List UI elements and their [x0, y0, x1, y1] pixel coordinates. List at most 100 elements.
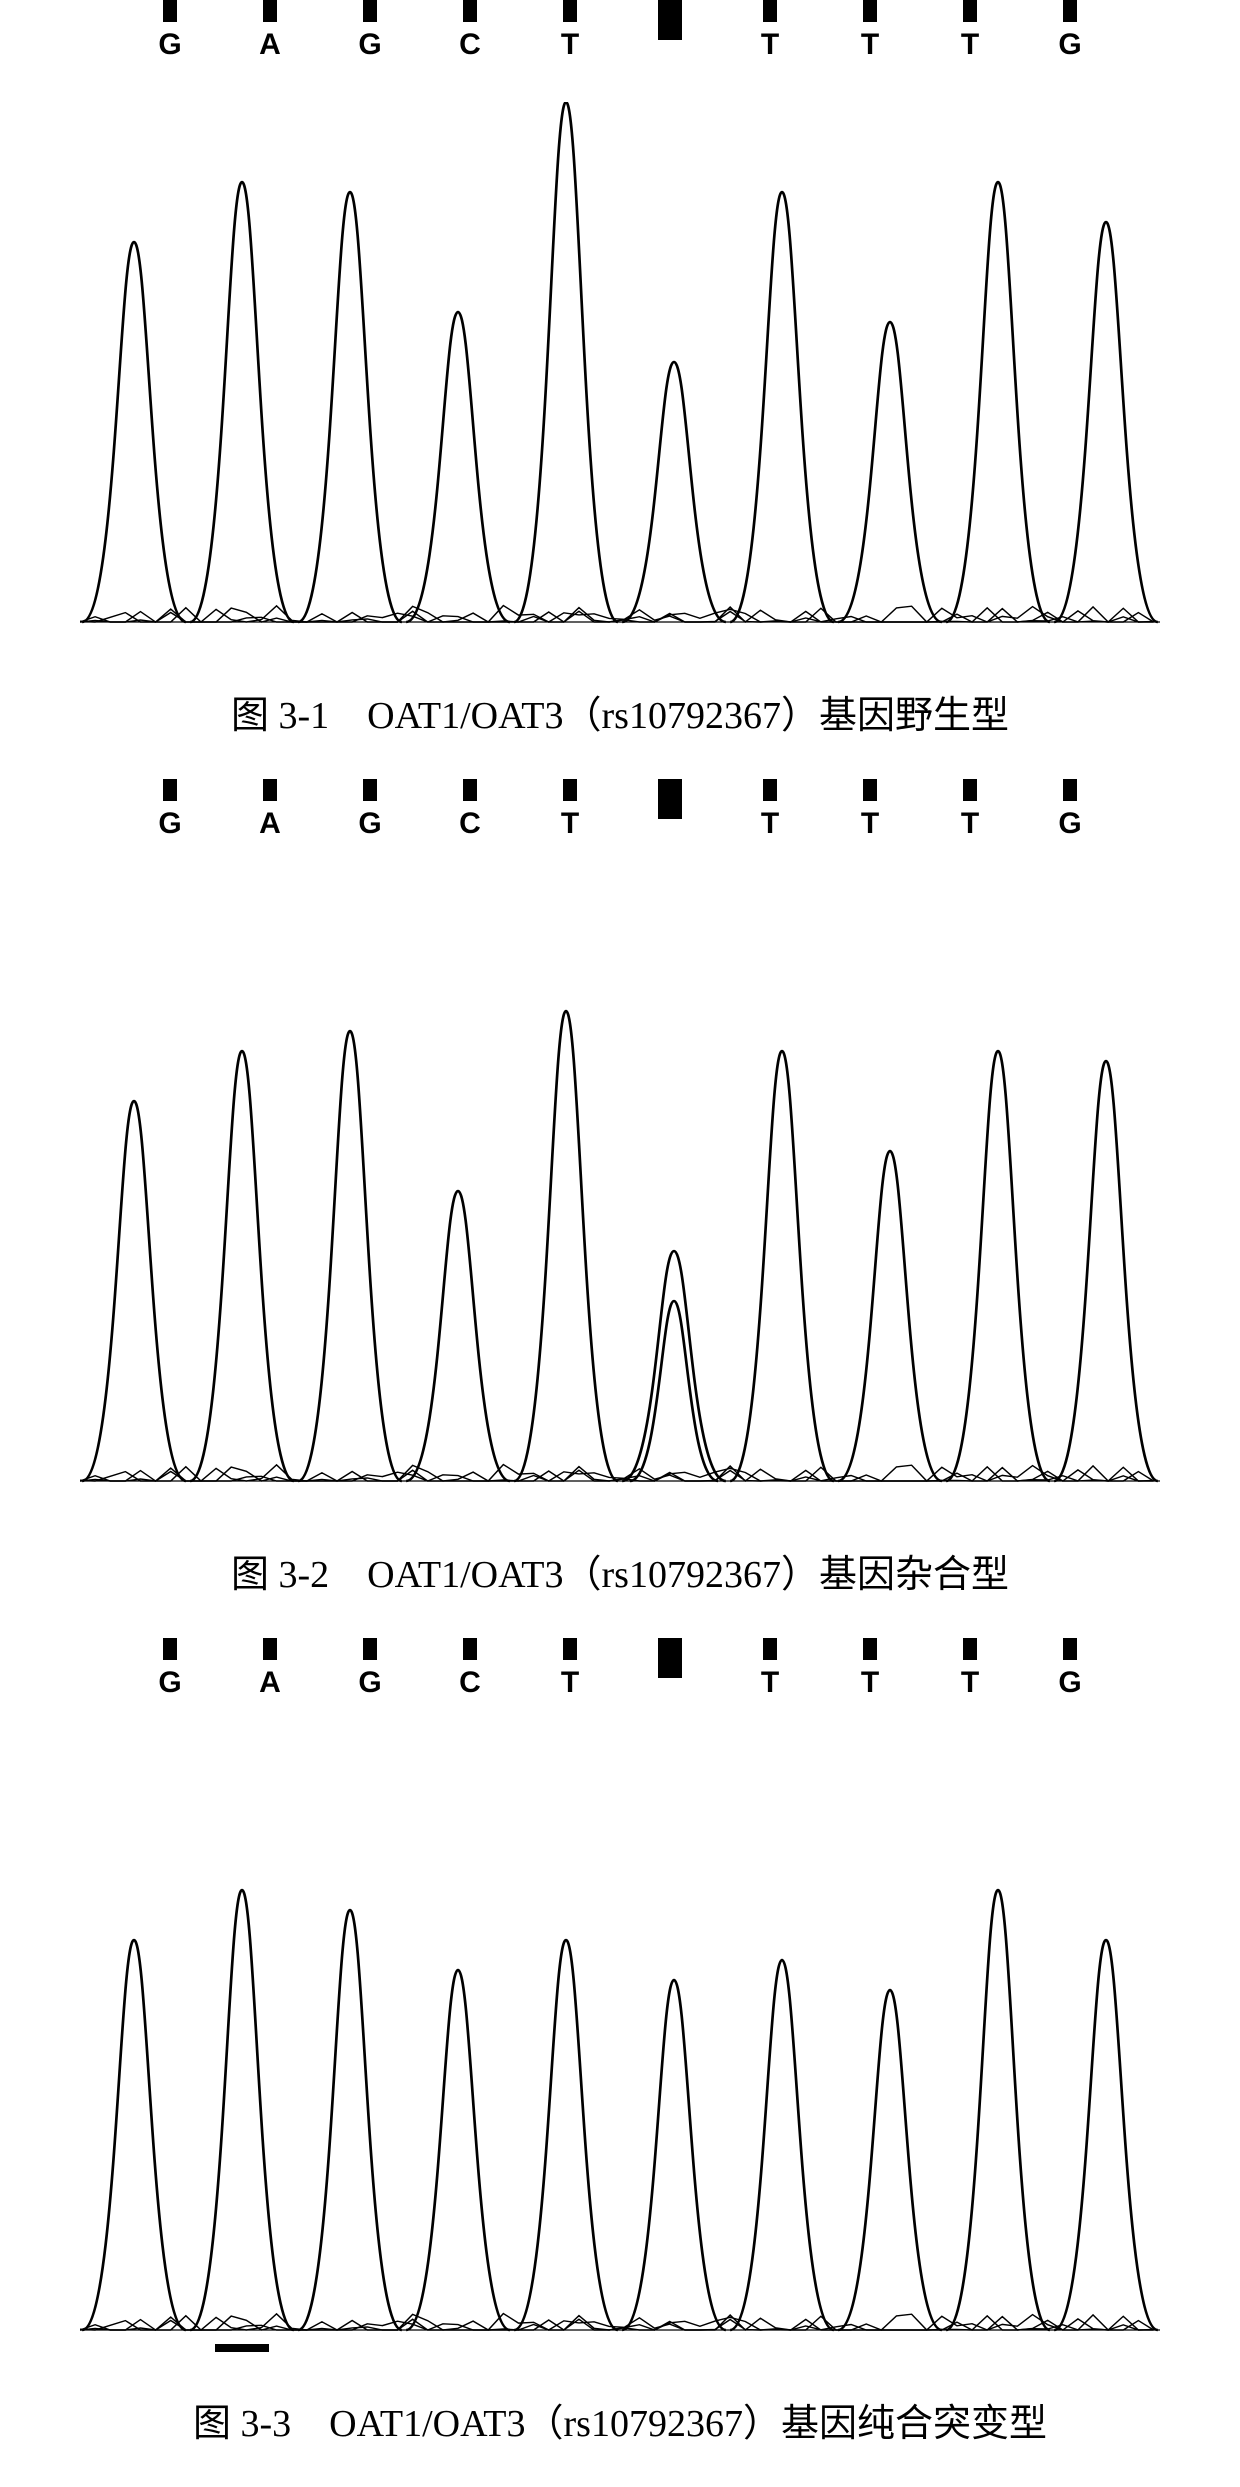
quality-tick-icon — [263, 0, 277, 22]
base-col-T: T — [920, 779, 1020, 841]
base-letter: A — [259, 1666, 281, 1700]
quality-tick-icon — [863, 0, 877, 22]
base-col-highlight — [620, 1638, 720, 1700]
base-letter: T — [561, 807, 579, 841]
base-col-T: T — [920, 0, 1020, 62]
trace-peak — [730, 192, 834, 622]
trace-peak — [838, 1990, 942, 2330]
trace-peak — [1054, 1940, 1158, 2330]
base-letter: C — [459, 1666, 481, 1700]
quality-tick-icon — [263, 779, 277, 801]
base-col-G: G — [1020, 0, 1120, 62]
trace-peak — [406, 1191, 510, 1481]
chromatogram-wrap — [0, 1810, 1240, 2370]
sequence-row: GAGCTTTTG — [0, 0, 1240, 62]
quality-tick-icon — [963, 0, 977, 22]
trace-peak — [406, 1970, 510, 2330]
trace-peak — [298, 1910, 402, 2330]
quality-tick-icon — [658, 779, 682, 819]
base-col-G: G — [320, 779, 420, 841]
base-letter: T — [561, 28, 579, 62]
base-col-T: T — [520, 0, 620, 62]
quality-tick-icon — [963, 1638, 977, 1660]
quality-tick-icon — [658, 0, 682, 40]
page-root: GAGCTTTTG 图 3-1 OAT1/OAT3（rs10792367）基因野… — [0, 0, 1240, 2447]
trace-peak — [838, 322, 942, 622]
quality-tick-icon — [1063, 1638, 1077, 1660]
trace-peak — [730, 1960, 834, 2330]
trace-peak — [946, 1890, 1050, 2330]
quality-tick-icon — [263, 1638, 277, 1660]
base-letter: G — [1058, 28, 1081, 62]
quality-tick-icon — [1063, 0, 1077, 22]
trace-peak — [514, 102, 618, 622]
sequence-row: GAGCTTTTG — [0, 779, 1240, 841]
base-letter: T — [961, 807, 979, 841]
base-col-G: G — [1020, 779, 1120, 841]
trace-peak — [82, 242, 186, 622]
quality-tick-icon — [163, 779, 177, 801]
trace-peak — [190, 1890, 294, 2330]
base-letter: T — [861, 807, 879, 841]
panel-heterozygous: GAGCTTTTG 图 3-2 OAT1/OAT3（rs10792367）基因杂… — [0, 779, 1240, 1598]
panel-wild-type: G A G C T T T T G 图 3-1 OAT1/OAT3（rs10792367）基因野… — [0, 0, 1240, 739]
chromatogram-wrap — [0, 961, 1240, 1521]
base-letter: C — [459, 28, 481, 62]
caption-3: 图 3-3 OAT1/OAT3（rs10792367）基因纯合突变型 — [0, 2392, 1240, 2447]
quality-tick-icon — [763, 779, 777, 801]
base-letter: G — [158, 807, 181, 841]
base-letter: A — [259, 28, 281, 62]
quality-tick-icon — [763, 0, 777, 22]
quality-tick-icon — [863, 779, 877, 801]
base-letter: T — [861, 28, 879, 62]
quality-tick-icon — [563, 779, 577, 801]
quality-tick-icon — [163, 0, 177, 22]
quality-tick-icon — [863, 1638, 877, 1660]
trace-peak — [1054, 1061, 1158, 1481]
trace-peak — [298, 192, 402, 622]
base-letter: T — [761, 1666, 779, 1700]
base-letter: G — [358, 28, 381, 62]
trace-peak — [838, 1151, 942, 1481]
base-letter: T — [561, 1666, 579, 1700]
base-col-A: A — [220, 779, 320, 841]
base-col-C: C — [420, 0, 520, 62]
base-col-A: A — [220, 0, 320, 62]
chromatogram-svg — [80, 961, 1160, 1521]
quality-tick-icon — [463, 1638, 477, 1660]
base-col-highlight — [620, 0, 720, 62]
trace-peak — [1054, 222, 1158, 622]
quality-tick-icon — [463, 0, 477, 22]
base-col-G: G — [1020, 1638, 1120, 1700]
base-col-highlight — [620, 779, 720, 841]
base-col-A: A — [220, 1638, 320, 1700]
base-letter: G — [158, 28, 181, 62]
quality-tick-icon — [563, 1638, 577, 1660]
base-col-T: T — [920, 1638, 1020, 1700]
base-col-G: G — [320, 0, 420, 62]
chromatogram-svg — [80, 1810, 1160, 2370]
trace-peak — [622, 1251, 726, 1481]
trace-peak — [730, 1051, 834, 1481]
base-col-G: G — [320, 1638, 420, 1700]
base-col-T: T — [720, 779, 820, 841]
caption-1: 图 3-1 OAT1/OAT3（rs10792367）基因野生型 — [0, 684, 1240, 739]
quality-tick-icon — [463, 779, 477, 801]
trace-peak — [82, 1101, 186, 1481]
trace-peak — [190, 182, 294, 622]
chromatogram-svg — [80, 102, 1160, 662]
base-col-T: T — [720, 0, 820, 62]
base-col-C: C — [420, 779, 520, 841]
quality-tick-icon — [363, 1638, 377, 1660]
base-letter: T — [961, 1666, 979, 1700]
quality-tick-icon — [363, 779, 377, 801]
base-letter: T — [761, 807, 779, 841]
trace-peak — [622, 362, 726, 622]
trace-peak — [946, 182, 1050, 622]
quality-tick-icon — [763, 1638, 777, 1660]
base-col-T: T — [820, 1638, 920, 1700]
trace-overlay-peak — [630, 1301, 718, 1481]
trace-peak — [946, 1051, 1050, 1481]
base-letter: T — [861, 1666, 879, 1700]
base-letter: C — [459, 807, 481, 841]
